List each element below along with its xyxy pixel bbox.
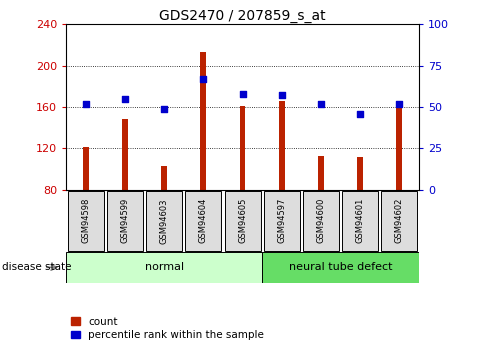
Text: disease state: disease state [2,263,72,272]
Bar [200,52,206,190]
Point [82,101,90,106]
FancyBboxPatch shape [264,191,300,250]
Bar [396,105,402,190]
Bar [240,106,245,190]
Title: GDS2470 / 207859_s_at: GDS2470 / 207859_s_at [159,9,326,23]
Text: GSM94600: GSM94600 [317,198,325,244]
Text: GSM94605: GSM94605 [238,198,247,244]
Point [356,111,364,116]
Point [239,91,246,97]
Bar [357,157,363,190]
FancyBboxPatch shape [224,191,261,250]
Point [278,92,286,98]
Text: GSM94601: GSM94601 [356,198,365,244]
Text: GSM94597: GSM94597 [277,198,286,244]
Text: GSM94604: GSM94604 [199,198,208,244]
Bar [66,252,262,283]
FancyBboxPatch shape [107,191,143,250]
Point [199,76,207,81]
Text: neural tube defect: neural tube defect [289,263,392,272]
Legend: count, percentile rank within the sample: count, percentile rank within the sample [72,317,264,340]
Bar [161,166,167,190]
FancyBboxPatch shape [381,191,417,250]
FancyBboxPatch shape [303,191,339,250]
Text: GSM94599: GSM94599 [121,198,129,244]
FancyBboxPatch shape [146,191,182,250]
Text: GSM94603: GSM94603 [160,198,169,244]
Bar [83,147,89,190]
FancyBboxPatch shape [68,191,104,250]
Bar [279,101,285,190]
Text: GSM94598: GSM94598 [81,198,90,244]
Text: GSM94602: GSM94602 [395,198,404,244]
Point [160,106,168,111]
FancyBboxPatch shape [185,191,221,250]
FancyBboxPatch shape [342,191,378,250]
Bar [122,119,128,190]
Bar [262,252,419,283]
Point [317,101,325,106]
Point [395,101,403,106]
Text: normal: normal [145,263,184,272]
Bar [318,156,324,190]
Point [121,96,129,101]
